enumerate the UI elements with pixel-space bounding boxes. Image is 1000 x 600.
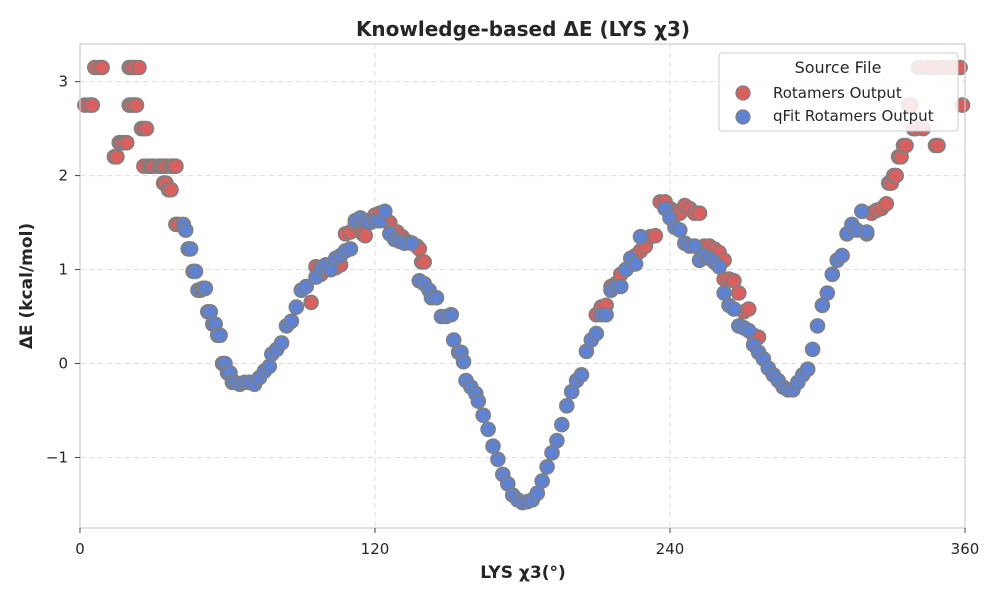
data-point <box>163 181 179 198</box>
data-point <box>443 306 460 323</box>
data-point <box>376 203 393 220</box>
data-point <box>824 266 841 283</box>
data-point <box>118 134 135 151</box>
data-point <box>131 59 147 76</box>
data-point <box>485 438 501 455</box>
data-point <box>455 353 472 370</box>
x-tick-label: 360 <box>951 540 980 558</box>
data-point <box>726 301 742 317</box>
x-tick-label: 120 <box>361 540 390 558</box>
data-point <box>94 59 110 76</box>
data-point <box>534 473 551 489</box>
legend-label-rotamers: Rotamers Output <box>773 84 902 102</box>
data-point <box>858 224 875 240</box>
data-point <box>128 97 145 113</box>
data-point <box>612 278 629 295</box>
data-point <box>273 335 290 351</box>
legend-marker-qfit <box>735 109 751 125</box>
data-point <box>553 416 570 433</box>
data-point <box>804 341 821 358</box>
chart-title: Knowledge-based ΔE (LYS χ3) <box>356 17 690 41</box>
data-point <box>283 313 300 330</box>
data-point <box>686 238 703 254</box>
data-point <box>730 285 747 301</box>
y-tick-label: 0 <box>58 355 68 373</box>
data-point <box>711 258 728 275</box>
data-point <box>740 301 757 317</box>
legend-title: Source File <box>795 58 882 77</box>
data-point <box>740 322 757 339</box>
y-tick-label: 3 <box>58 73 68 91</box>
x-tick-label: 0 <box>75 540 85 558</box>
data-point <box>691 205 708 221</box>
data-point <box>598 306 614 323</box>
data-point <box>168 158 184 174</box>
data-point <box>490 451 506 468</box>
data-point <box>138 120 155 137</box>
data-point <box>109 149 125 165</box>
data-point <box>539 459 555 475</box>
data-point <box>627 256 644 272</box>
legend-marker-rotamers <box>735 85 751 101</box>
axis-ticks: 0 120 240 360 −1 0 1 2 3 <box>46 73 979 558</box>
data-point <box>475 407 492 424</box>
data-point <box>809 318 826 334</box>
data-point <box>632 228 649 245</box>
data-point <box>177 222 194 238</box>
data-point <box>558 397 575 414</box>
data-point <box>470 393 487 409</box>
data-point <box>930 137 946 154</box>
data-point <box>888 167 905 184</box>
y-tick-label: 1 <box>58 261 68 279</box>
data-point <box>187 263 204 280</box>
legend-box <box>718 52 959 132</box>
data-point <box>898 137 914 154</box>
data-point <box>357 227 374 244</box>
data-point <box>298 278 315 295</box>
data-point <box>182 241 199 257</box>
data-point <box>588 325 605 342</box>
data-point <box>671 222 688 238</box>
y-tick-label: −1 <box>46 449 68 467</box>
series-1-points <box>175 200 875 511</box>
data-point <box>799 361 816 378</box>
data-point <box>480 421 496 438</box>
data-point <box>428 289 445 306</box>
data-point <box>647 227 664 244</box>
y-axis-label: ΔE (kcal/mol) <box>17 223 37 349</box>
data-point <box>303 294 319 311</box>
data-point <box>819 285 836 301</box>
legend-label-qfit: qFit Rotamers Output <box>773 107 934 125</box>
y-tick-label: 2 <box>58 167 68 185</box>
data-point <box>878 196 895 212</box>
data-point <box>834 247 850 264</box>
data-point <box>404 235 420 251</box>
plot-frame <box>79 43 966 529</box>
x-axis-label: LYS χ3(°) <box>480 563 566 583</box>
data-point <box>84 97 101 113</box>
data-point <box>288 299 305 315</box>
data-points <box>77 59 971 511</box>
data-point <box>212 327 228 344</box>
data-point <box>416 254 433 270</box>
data-point <box>197 280 214 297</box>
data-point <box>549 432 565 449</box>
legend: Source File Rotamers Output qFit Rotamer… <box>718 52 959 132</box>
x-tick-label: 240 <box>656 540 685 558</box>
data-point <box>342 241 359 257</box>
data-point <box>573 366 590 383</box>
data-point <box>853 203 870 220</box>
